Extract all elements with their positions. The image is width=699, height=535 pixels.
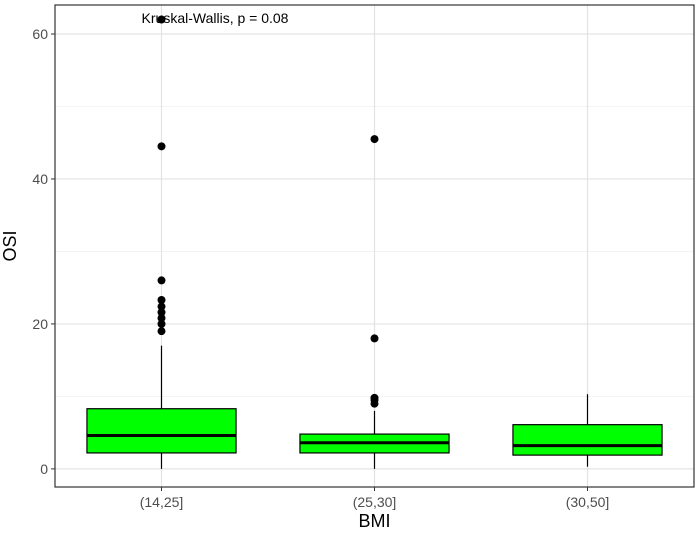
x-axis: (14,25] (25,30] (30,50] xyxy=(140,487,610,510)
outlier-point xyxy=(157,308,166,317)
boxes xyxy=(86,15,663,469)
outlier-point xyxy=(157,15,166,24)
box-group xyxy=(512,394,663,467)
outlier-point xyxy=(157,276,166,285)
outlier-point xyxy=(157,327,166,336)
outlier-point xyxy=(370,135,379,144)
outlier-point xyxy=(157,319,166,328)
outlier-point xyxy=(157,302,166,311)
outlier-point xyxy=(370,334,379,343)
box xyxy=(86,408,237,454)
box-group xyxy=(299,135,450,469)
stat-annotation: Kruskal-Wallis, p = 0.08 xyxy=(142,10,289,26)
outlier-point xyxy=(157,295,166,304)
x-axis-title: BMI xyxy=(358,511,390,531)
y-axis: 0 20 40 60 xyxy=(32,26,55,477)
x-tick-label: (30,50] xyxy=(566,494,610,510)
outlier-point xyxy=(370,393,379,402)
y-axis-title: OSI xyxy=(0,230,20,261)
x-tick-label: (25,30] xyxy=(353,494,397,510)
y-tick-label: 0 xyxy=(40,461,48,477)
outlier-point xyxy=(157,314,166,323)
y-tick-label: 40 xyxy=(32,171,48,187)
x-tick-label: (14,25] xyxy=(140,494,184,510)
box xyxy=(512,424,663,456)
box-group xyxy=(86,15,237,469)
y-tick-label: 20 xyxy=(32,316,48,332)
y-tick-label: 60 xyxy=(32,26,48,42)
outlier-point xyxy=(157,142,166,151)
